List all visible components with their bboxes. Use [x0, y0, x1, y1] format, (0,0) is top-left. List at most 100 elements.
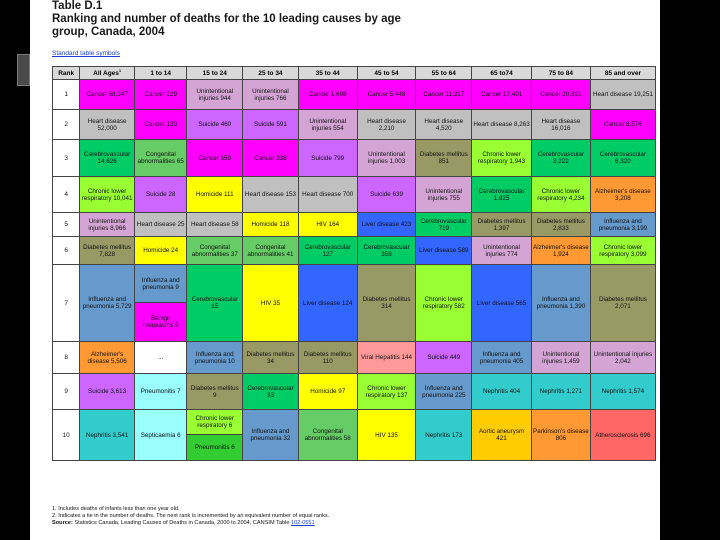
slide-bullet-marker — [17, 54, 30, 86]
cause-cell: Diabetes mellitus 1,397 — [471, 212, 532, 237]
table-row: 2 Heart disease 52,000 Cancer 133 Suicide 4… — [51, 109, 657, 140]
cause-cell: Diabetes mellitus 34 — [242, 341, 299, 374]
table-title: Table D.1 Ranking and number of deaths f… — [52, 0, 652, 39]
cause-cell: Heart disease 8,263 — [471, 109, 532, 140]
col-header-5: 35 to 44 — [297, 66, 358, 80]
table-header-row: Rank All Ages1 1 to 14 15 to 24 25 to 34 35 t… — [51, 66, 657, 80]
cause-cell: Aortic aneurysm 421 — [471, 409, 532, 461]
col-header-10: 85 and over — [589, 66, 657, 80]
cause-cell: Unintentional injuries 2,042 — [589, 341, 657, 374]
cause-cell: Heart disease 2,210 — [356, 109, 417, 140]
cause-cell: ... — [133, 341, 188, 374]
col-header-2: 1 to 14 — [133, 66, 188, 80]
cause-cell: Septicaemia 6 — [133, 409, 188, 461]
cause-cell: Chronic lower respiratory 3,099 — [589, 236, 657, 265]
cansim-table-link[interactable]: 102-0551 — [291, 520, 315, 526]
col-header-6: 45 to 54 — [356, 66, 417, 80]
cause-cell: Congenital abnormalities 37 — [186, 236, 244, 265]
cause-cell: Diabetes mellitus 851 — [415, 139, 473, 177]
cause-cell: Homicide 24 — [133, 236, 188, 265]
cause-cell: Chronic lower respiratory 10,041 — [79, 176, 135, 213]
cause-cell: Influenza and pneumonia 10 — [186, 341, 244, 374]
cause-cell: Liver disease 423 — [356, 212, 417, 237]
cause-cell: Congenital abnormalities 58 — [297, 409, 358, 461]
cause-cell: Cerebrovascular 358 — [356, 236, 417, 265]
col-header-1: All Ages1 — [79, 66, 135, 80]
cause-cell: Diabetes mellitus 110 — [297, 341, 358, 374]
cause-cell: Cerebrovascular 14,626 — [79, 139, 135, 177]
cause-cell: Heart disease 700 — [297, 176, 358, 213]
cause-cell: Heart disease 58 — [186, 212, 244, 237]
cause-cell: Cancer 133 — [133, 109, 188, 140]
cause-cell: Chronic lower respiratory 4,234 — [531, 176, 591, 213]
cause-cell: Liver disease 124 — [297, 264, 358, 342]
cause-cell: HIV 135 — [356, 409, 417, 461]
col-header-9: 75 to 84 — [531, 66, 591, 80]
cause-cell: Atherosclerosis 696 — [589, 409, 657, 461]
cause-cell: Congenital abnormalities 65 — [133, 139, 188, 177]
col-header-4: 25 to 34 — [242, 66, 299, 80]
cause-cell: Influenza and pneumonia 5,729 — [79, 264, 135, 342]
cause-cell: Parkinson's disease 806 — [531, 409, 591, 461]
cause-cell: Cancer 20,891 — [531, 79, 591, 110]
cause-cell: Cerebrovascular 6,320 — [589, 139, 657, 177]
cause-cell: Nephritis 1,574 — [589, 373, 657, 410]
document-page: Table D.1 Ranking and number of deaths f… — [30, 0, 660, 540]
table-row: 1 Cancer 68,347 Cancer 229 Unintentional in… — [51, 79, 657, 110]
cause-cell: Liver disease 565 — [471, 264, 532, 342]
cause-cell: Chronic lower respiratory 582 — [415, 264, 473, 342]
source-line: Source: Statistics Canada, Leading Cause… — [52, 520, 656, 527]
cause-cell: Unintentional injuries 8,966 — [79, 212, 135, 237]
source-text: Statistics Canada, Leading Causes of Dea… — [72, 520, 292, 526]
cause-cell: HIV 35 — [242, 264, 299, 342]
cause-cell: Influenza and pneumonia 225 — [415, 373, 473, 410]
cause-cell: Pneumonitis 7 — [133, 373, 188, 410]
rank-cell: 6 — [51, 236, 81, 265]
table-row: 9 Suicide 3,613 Pneumonitis 7 Diabetes mell… — [51, 373, 657, 410]
tied-cause: Influenza and pneumonia 9 — [135, 265, 186, 303]
table-row: 10 Nephritis 3,541 Septicaemia 6 Chronic lo… — [51, 409, 657, 461]
table-row: 4 Chronic lower respiratory 10,041 Suicide… — [51, 176, 657, 213]
tied-cause: Pneumonitis 6 — [187, 435, 242, 460]
cause-cell: Alzheimer's disease 3,208 — [589, 176, 657, 213]
cause-cell: HIV 164 — [297, 212, 358, 237]
rank-cell: 10 — [51, 409, 81, 461]
cause-cell: Suicide 639 — [356, 176, 417, 213]
cause-cell: Alzheimer's disease 1,924 — [531, 236, 591, 265]
cause-cell: Heart disease 153 — [242, 176, 299, 213]
table-row: 3 Cerebrovascular 14,626 Congenital abnorm… — [51, 139, 657, 177]
rank-cell: 3 — [51, 139, 81, 177]
rank-cell: 7 — [51, 264, 81, 342]
cause-cell: Suicide 460 — [186, 109, 244, 140]
cause-cell: Cerebrovascular 3,222 — [531, 139, 591, 177]
cause-cell: Nephritis 404 — [471, 373, 532, 410]
tied-cause-cell: Chronic lower respiratory 6 Pneumonitis 6 — [186, 409, 244, 461]
title-line-1: Table D.1 — [52, 0, 103, 12]
cause-cell: Homicide 111 — [186, 176, 244, 213]
standard-table-symbols-link[interactable]: Standard table symbols — [52, 50, 120, 57]
cause-cell: Cerebrovascular 719 — [415, 212, 473, 237]
cause-cell: Heart disease 19,251 — [589, 79, 657, 110]
cause-cell: Diabetes mellitus 2,071 — [589, 264, 657, 342]
leading-causes-table: Rank All Ages1 1 to 14 15 to 24 25 to 34 35 t… — [51, 66, 657, 461]
rank-cell: 8 — [51, 341, 81, 374]
cause-cell: Diabetes mellitus 2,833 — [531, 212, 591, 237]
table-row: 6 Diabetes mellitus 7,828 Homicide 24 Conge… — [51, 236, 657, 265]
cause-cell: Unintentional injuries 1,003 — [356, 139, 417, 177]
cause-cell: Cancer 68,347 — [79, 79, 135, 110]
cause-cell: Cerebrovascular 15 — [186, 264, 244, 342]
footnote-1: 1. Includes deaths of infants less than … — [52, 506, 180, 512]
rank-cell: 1 — [51, 79, 81, 110]
left-margin — [0, 0, 30, 540]
cause-cell: Nephritis 3,541 — [79, 409, 135, 461]
cause-cell: Cerebrovascular 33 — [242, 373, 299, 410]
rank-cell: 4 — [51, 176, 81, 213]
cause-cell: Influenza and pneumonia 32 — [242, 409, 299, 461]
cause-cell: Chronic lower respiratory 137 — [356, 373, 417, 410]
cause-cell: Cancer 1,698 — [297, 79, 358, 110]
footnote-2: 2. Indicates a tie in the number of deat… — [52, 513, 330, 519]
table-row: 7 Influenza and pneumonia 5,729 Influenza … — [51, 264, 657, 342]
rank-cell: 9 — [51, 373, 81, 410]
table-row: 5 Unintentional injuries 8,966 Heart disea… — [51, 212, 657, 237]
cause-cell: Influenza and pneumonia 3,199 — [589, 212, 657, 237]
